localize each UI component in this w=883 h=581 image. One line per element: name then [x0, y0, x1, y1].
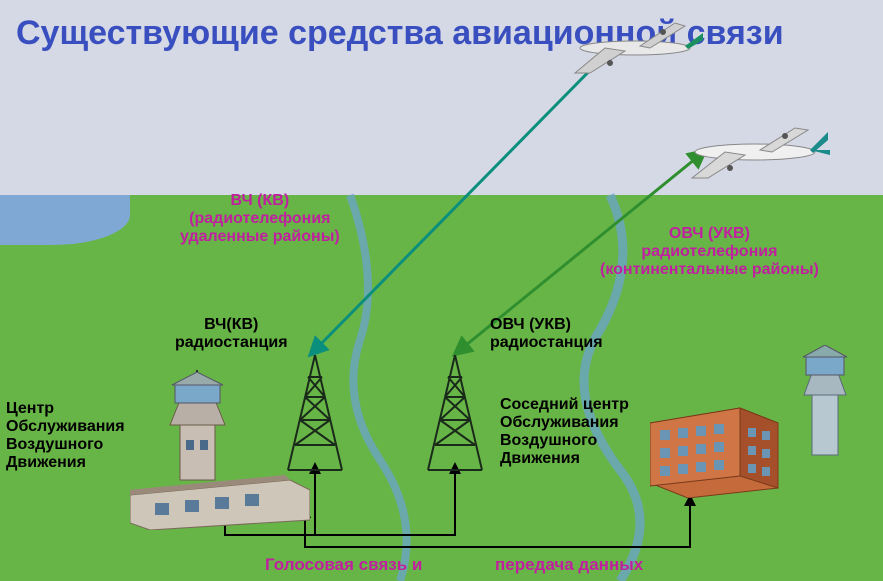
adjacent-tower-icon — [790, 345, 860, 460]
vhf-tower-icon — [420, 355, 490, 475]
adjacent-building-icon — [650, 398, 780, 498]
aircraft-1-icon — [565, 18, 705, 78]
vhf-station-label: ОВЧ (УКВ) радиостанция — [490, 316, 603, 352]
hf-tower-icon — [280, 355, 350, 475]
bottom-data-label: передача данных — [495, 555, 643, 575]
hf-station-label: ВЧ(КВ) радиостанция — [175, 316, 288, 352]
bottom-voice-label: Голосовая связь и — [265, 555, 422, 575]
adj-center-label: Соседний центр Обслуживания Воздушного Д… — [500, 396, 629, 468]
atc-tower-icon — [150, 370, 245, 485]
aircraft-2-icon — [680, 120, 830, 185]
vhf-rt-label: ОВЧ (УКВ) радиотелефония (континентальны… — [600, 225, 819, 279]
hangar-icon — [130, 475, 310, 530]
hf-rt-label: ВЧ (КВ) (радиотелефония удаленные районы… — [180, 192, 340, 246]
atc-center-label: Центр Обслуживания Воздушного Движения — [6, 400, 125, 472]
